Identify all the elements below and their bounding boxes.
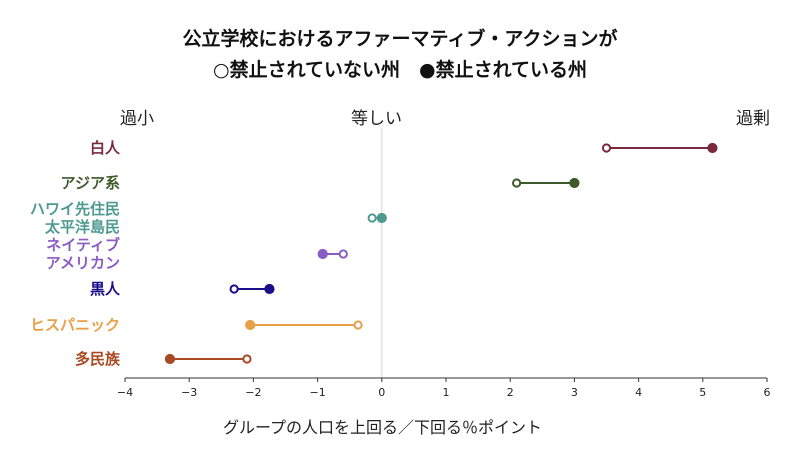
scale-label-over: 過剰 — [736, 109, 770, 129]
point-not-banned — [229, 284, 239, 294]
x-tick-label: 0 — [378, 386, 385, 399]
x-tick-label: 3 — [571, 386, 578, 399]
point-not-banned — [367, 213, 377, 223]
category-label-line: アメリカン — [45, 254, 120, 272]
point-banned — [264, 283, 275, 295]
x-tick-label: 2 — [507, 386, 514, 399]
category-label-line: 太平洋島民 — [44, 218, 120, 236]
category-label: アジア系 — [61, 174, 120, 192]
x-tick-label: 5 — [699, 386, 706, 399]
point-banned — [569, 177, 580, 189]
point-not-banned — [512, 178, 522, 188]
point-banned — [317, 248, 328, 260]
category-label: ヒスパニック — [30, 316, 120, 334]
point-not-banned — [338, 249, 348, 259]
category-label: 白人 — [90, 139, 120, 157]
category-label-line: 多民族 — [74, 350, 120, 368]
x-tick-label: −1 — [309, 386, 325, 399]
category-label: 多民族 — [75, 350, 120, 368]
point-banned — [707, 142, 718, 154]
chart-title: 公立学校におけるアファーマティブ・アクションが — [182, 28, 618, 50]
chart-legend-title: ○禁止されていない州 ●禁止されている州 — [212, 59, 588, 81]
category-label-line: ヒスパニック — [29, 316, 120, 334]
point-not-banned — [242, 354, 252, 364]
category-label-line: アジア系 — [60, 174, 120, 192]
category-label: ハワイ先住民 太平洋島民 — [30, 200, 120, 236]
category-label-line: ハワイ先住民 — [29, 200, 120, 218]
x-tick-label: −4 — [117, 386, 133, 399]
category-label-line: 白人 — [89, 139, 120, 157]
category-label-line: ネイティブ — [46, 236, 120, 254]
category-label: 黒人 — [90, 280, 120, 298]
point-banned — [376, 212, 387, 224]
x-tick-label: 4 — [635, 386, 642, 399]
category-label: ネイティブ アメリカン — [46, 236, 120, 272]
x-tick-label: −3 — [181, 386, 197, 399]
category-label-line: 黒人 — [89, 280, 120, 298]
point-not-banned — [601, 143, 612, 153]
x-tick-label: 1 — [443, 386, 450, 399]
x-axis-label: グループの人口を上回る／下回る％ポイント — [222, 418, 543, 437]
scale-label-equal: 等しい — [351, 109, 402, 129]
point-banned — [245, 319, 256, 331]
point-not-banned — [353, 320, 363, 330]
x-tick-label: −2 — [245, 386, 261, 399]
scale-label-under: 過小 — [120, 109, 154, 129]
point-banned — [164, 353, 176, 365]
x-tick-label: 6 — [764, 386, 771, 399]
